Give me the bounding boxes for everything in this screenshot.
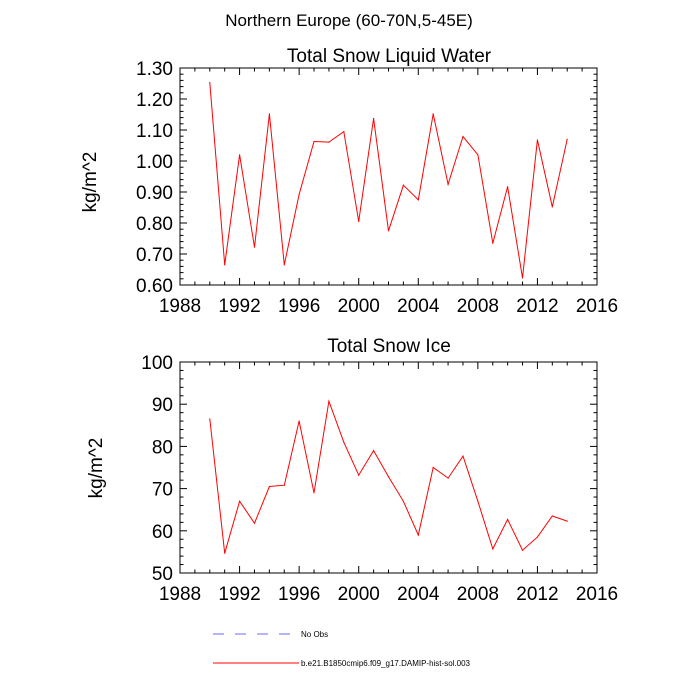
- data-point: [238, 500, 241, 502]
- y-tick-label: 1.20: [136, 90, 173, 111]
- data-point: [387, 476, 390, 478]
- data-point: [566, 138, 568, 140]
- x-tick-label: 2012: [516, 296, 558, 317]
- data-point: [447, 477, 449, 479]
- data-point: [268, 485, 270, 488]
- data-point: [507, 186, 509, 188]
- data-point: [253, 246, 256, 248]
- panel-snow-ice: Total Snow Ice kg/m^2 1988 1992 1996 2000 20…: [86, 336, 618, 605]
- data-point: [343, 441, 345, 443]
- x-tick-label: 2000: [338, 296, 380, 317]
- y-tick-label: 50: [152, 564, 173, 585]
- data-point: [387, 230, 390, 232]
- figure-title: Northern Europe (60-70N,5-45E): [225, 11, 473, 30]
- y-tick-label: 60: [152, 522, 173, 543]
- data-point: [521, 277, 524, 279]
- x-tick-label: 2004: [397, 296, 440, 317]
- data-point: [492, 548, 494, 550]
- x-tick-label: 2008: [457, 584, 499, 605]
- data-point: [209, 81, 211, 84]
- legend: No Obs b.e21.B1850cmip6.f09_g17.DAMIP-hi…: [213, 630, 471, 668]
- data-point: [536, 139, 539, 141]
- y-tick-label: 100: [141, 353, 173, 374]
- y-tick-label: 1.10: [136, 121, 173, 142]
- data-point: [209, 418, 211, 420]
- y-tick-label: 0.90: [136, 183, 173, 204]
- data-point: [358, 220, 360, 223]
- data-point: [402, 184, 404, 186]
- data-point: [521, 549, 524, 551]
- data-point: [328, 141, 330, 143]
- y-tick-label: 90: [152, 395, 173, 416]
- data-point: [551, 515, 553, 517]
- data-point: [298, 193, 300, 196]
- y-axis-label: kg/m^2: [80, 152, 101, 213]
- data-point: [402, 500, 404, 502]
- x-tick-label: 2016: [576, 584, 618, 605]
- y-tick-label: 1.30: [136, 59, 173, 80]
- data-point: [417, 534, 419, 536]
- x-tick-label: 2000: [338, 584, 380, 605]
- data-point: [283, 264, 285, 266]
- plot-frame: [179, 67, 598, 286]
- data-point: [253, 522, 256, 524]
- x-tick-label: 1992: [218, 584, 260, 605]
- data-point: [551, 206, 553, 208]
- data-point: [477, 500, 479, 502]
- legend-label-no-obs: No Obs: [301, 630, 328, 639]
- data-point: [328, 400, 330, 402]
- x-tick-label: 1992: [218, 296, 260, 317]
- data-point: [224, 264, 226, 266]
- panel-title: Total Snow Ice: [327, 336, 451, 357]
- x-tick-label: 1988: [159, 296, 201, 317]
- panel-title: Total Snow Liquid Water: [287, 46, 492, 67]
- x-tick-label: 2008: [457, 296, 499, 317]
- data-point: [358, 474, 360, 476]
- series-line: [209, 82, 568, 278]
- data-point: [432, 466, 434, 469]
- x-tick-label: 1988: [159, 584, 201, 605]
- data-point: [313, 492, 315, 494]
- x-tick-label: 2004: [397, 584, 440, 605]
- data-point: [224, 552, 226, 554]
- data-point: [492, 242, 494, 244]
- data-point: [343, 130, 345, 133]
- plot-frame: [179, 361, 598, 574]
- y-tick-label: 70: [152, 480, 173, 501]
- y-tick-label: 1.00: [136, 152, 173, 173]
- data-point: [566, 520, 568, 522]
- data-point: [536, 536, 539, 538]
- y-axis-label: kg/m^2: [86, 438, 107, 499]
- data-point: [313, 140, 315, 143]
- y-tick-label: 80: [152, 437, 173, 458]
- data-point: [447, 183, 449, 185]
- data-point: [268, 113, 270, 115]
- data-point: [462, 455, 464, 457]
- data-point: [507, 518, 509, 521]
- panel-snow-liquid-water: Total Snow Liquid Water kg/m^2 1988 1992 1…: [80, 46, 618, 317]
- data-point: [298, 420, 300, 422]
- y-tick-label: 0.80: [136, 214, 173, 235]
- data-point: [417, 199, 419, 201]
- data-point: [477, 154, 479, 156]
- data-point: [462, 135, 464, 138]
- y-tick-label: 0.70: [136, 245, 173, 266]
- data-point: [238, 154, 241, 156]
- x-tick-label: 1996: [278, 296, 320, 317]
- x-tick-label: 1996: [278, 584, 320, 605]
- legend-label-model: b.e21.B1850cmip6.f09_g17.DAMIP-hist-sol.…: [301, 659, 471, 668]
- data-point: [432, 113, 434, 115]
- y-tick-label: 0.60: [136, 276, 173, 297]
- data-point: [373, 117, 375, 120]
- x-tick-label: 2012: [516, 584, 558, 605]
- data-point: [283, 484, 285, 486]
- data-point: [373, 450, 375, 452]
- x-tick-label: 2016: [576, 296, 618, 317]
